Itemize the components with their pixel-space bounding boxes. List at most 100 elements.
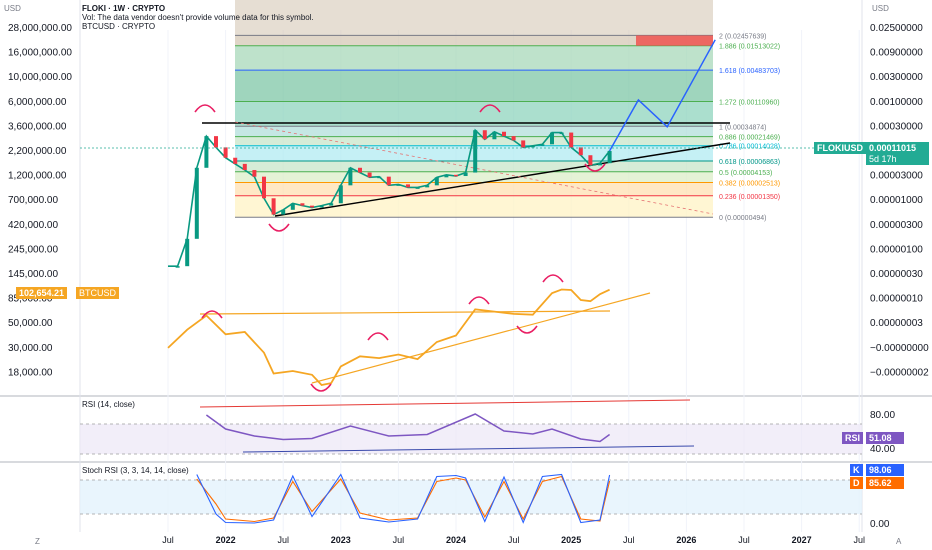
target-box [636,35,713,46]
floki-candle [194,167,199,239]
floki-candle [502,131,506,137]
right-axis-tick: 0.00300000 [870,72,923,83]
right-axis-tick: 0.00100000 [870,97,923,108]
btc-tag-symbol: BTCUSD [76,287,120,299]
floki-candle [242,163,247,171]
floki-candle [406,184,410,188]
floki-candle [530,145,535,148]
x-tick-label: Jul [162,535,174,545]
right-axis-tick: 0.02500000 [870,23,923,34]
left-axis-tick: 10,000,000.00 [8,72,72,83]
left-axis-tick: 145,000.00 [8,269,58,280]
zoom-out-icon[interactable]: Z [35,537,40,546]
rsi-axis-tick: 40.00 [870,444,895,455]
rsi-axis-tick: 80.00 [870,410,895,421]
btc-support-trendline [311,292,651,384]
left-axis-tick: 30,000.00 [8,343,53,354]
x-tick-label: 2022 [216,535,236,545]
floki-candle [310,205,314,208]
floki-candle [482,130,487,140]
stoch-axis-tick: 0.00 [870,519,890,530]
floki-candle [223,147,228,158]
right-axis-tick: 0.00000300 [870,220,923,231]
floki-candle [319,205,324,208]
rsi-line [205,413,611,443]
floki-candle [386,176,391,186]
fib-level-label: 2 (0.02457639) [719,33,766,40]
stoch-d-line [196,475,611,523]
fib-level-label: 0.382 (0.00002513) [719,180,780,187]
floki-candle [348,167,353,186]
cycle-arc [310,383,332,392]
floki-candle [607,150,612,164]
right-axis-unit: USD [872,4,889,13]
left-axis-tick: 85,000.00 [8,294,53,305]
fib-level-label: 0.786 (0.00014028) [719,144,780,151]
stoch-k-label: K [850,464,863,476]
fib-level-label: 1.272 (0.00110960) [719,100,780,107]
symbol-title[interactable]: FLOKI · 1W · CRYPTO [82,4,166,13]
left-axis-tick: 3,600,000.00 [8,121,67,132]
floki-candle [434,177,439,186]
floki-candle [367,172,372,178]
cycle-arc [468,296,490,305]
floki-candle [521,140,526,148]
floki-candle [175,266,180,268]
x-tick-label: 2024 [446,535,466,545]
right-axis-tick: 0.00030000 [870,121,923,132]
floki-candle [473,130,478,173]
left-axis-tick: 6,000,000.00 [8,97,67,108]
floki-candle [463,172,468,177]
left-axis-tick: 245,000.00 [8,244,58,255]
fib-level-label: 0 (0.00000494) [719,215,766,222]
x-tick-label: 2025 [561,535,581,545]
rsi-upper-trendline [199,399,691,408]
fib-level-label: 0.886 (0.00021469) [719,135,780,142]
fib-level-label: 0.618 (0.00006863) [719,159,780,166]
fib-level-label: 0.5 (0.00004153) [719,170,772,177]
cycle-arc [268,223,290,232]
cycle-arc [201,310,223,319]
stoch-panel-label[interactable]: Stoch RSI (3, 3, 14, 14, close) [82,466,189,475]
floki-candle [214,136,218,148]
left-axis-tick: 50,000.00 [8,318,53,329]
floki-candle [588,155,593,166]
rsi-panel-label[interactable]: RSI (14, close) [82,400,135,409]
floki-candle [377,176,382,179]
cycle-arc [516,325,538,334]
cycle-arc [542,274,564,283]
btc-resistance-line [199,310,611,315]
price-tag-value: 0.00011015 [866,142,929,154]
floki-candle [281,209,286,215]
x-tick-label: Jul [393,535,405,545]
left-axis-unit: USD [4,4,21,13]
fib-level-label: 1 (0.00034874) [719,124,766,131]
left-axis-tick: 16,000,000.00 [8,48,72,59]
right-axis-tick: 0.00001000 [870,195,923,206]
floki-candle [425,185,430,188]
floki-candle [271,198,276,215]
x-tick-label: Jul [508,535,520,545]
floki-candle [185,238,190,267]
x-tick-label: 2023 [331,535,351,545]
rsi-tag-value: 51.08 [866,432,904,444]
fib-zone [235,70,713,102]
floki-candle [396,184,401,186]
floki-candle [492,131,497,140]
right-axis-tick: 0.00000100 [870,244,923,255]
right-axis-tick: 0.00000003 [870,318,923,329]
auto-scale-icon[interactable]: A [896,537,902,546]
stoch-d-value: 85.62 [866,477,904,489]
floki-candle [329,203,334,206]
fib-zone [235,182,713,196]
floki-candle [252,170,257,177]
right-axis-tick: 0.00003000 [870,171,923,182]
fib-level-label: 0.236 (0.00001350) [719,194,780,201]
compare-symbol[interactable]: BTCUSD · CRYPTO [82,22,156,31]
stoch-k-line [196,473,611,524]
fib-level-label: 1.886 (0.01513022) [719,44,780,51]
floki-candle [454,174,458,177]
left-axis-tick: 700,000.00 [8,195,58,206]
right-axis-tick: 0.00900000 [870,48,923,59]
